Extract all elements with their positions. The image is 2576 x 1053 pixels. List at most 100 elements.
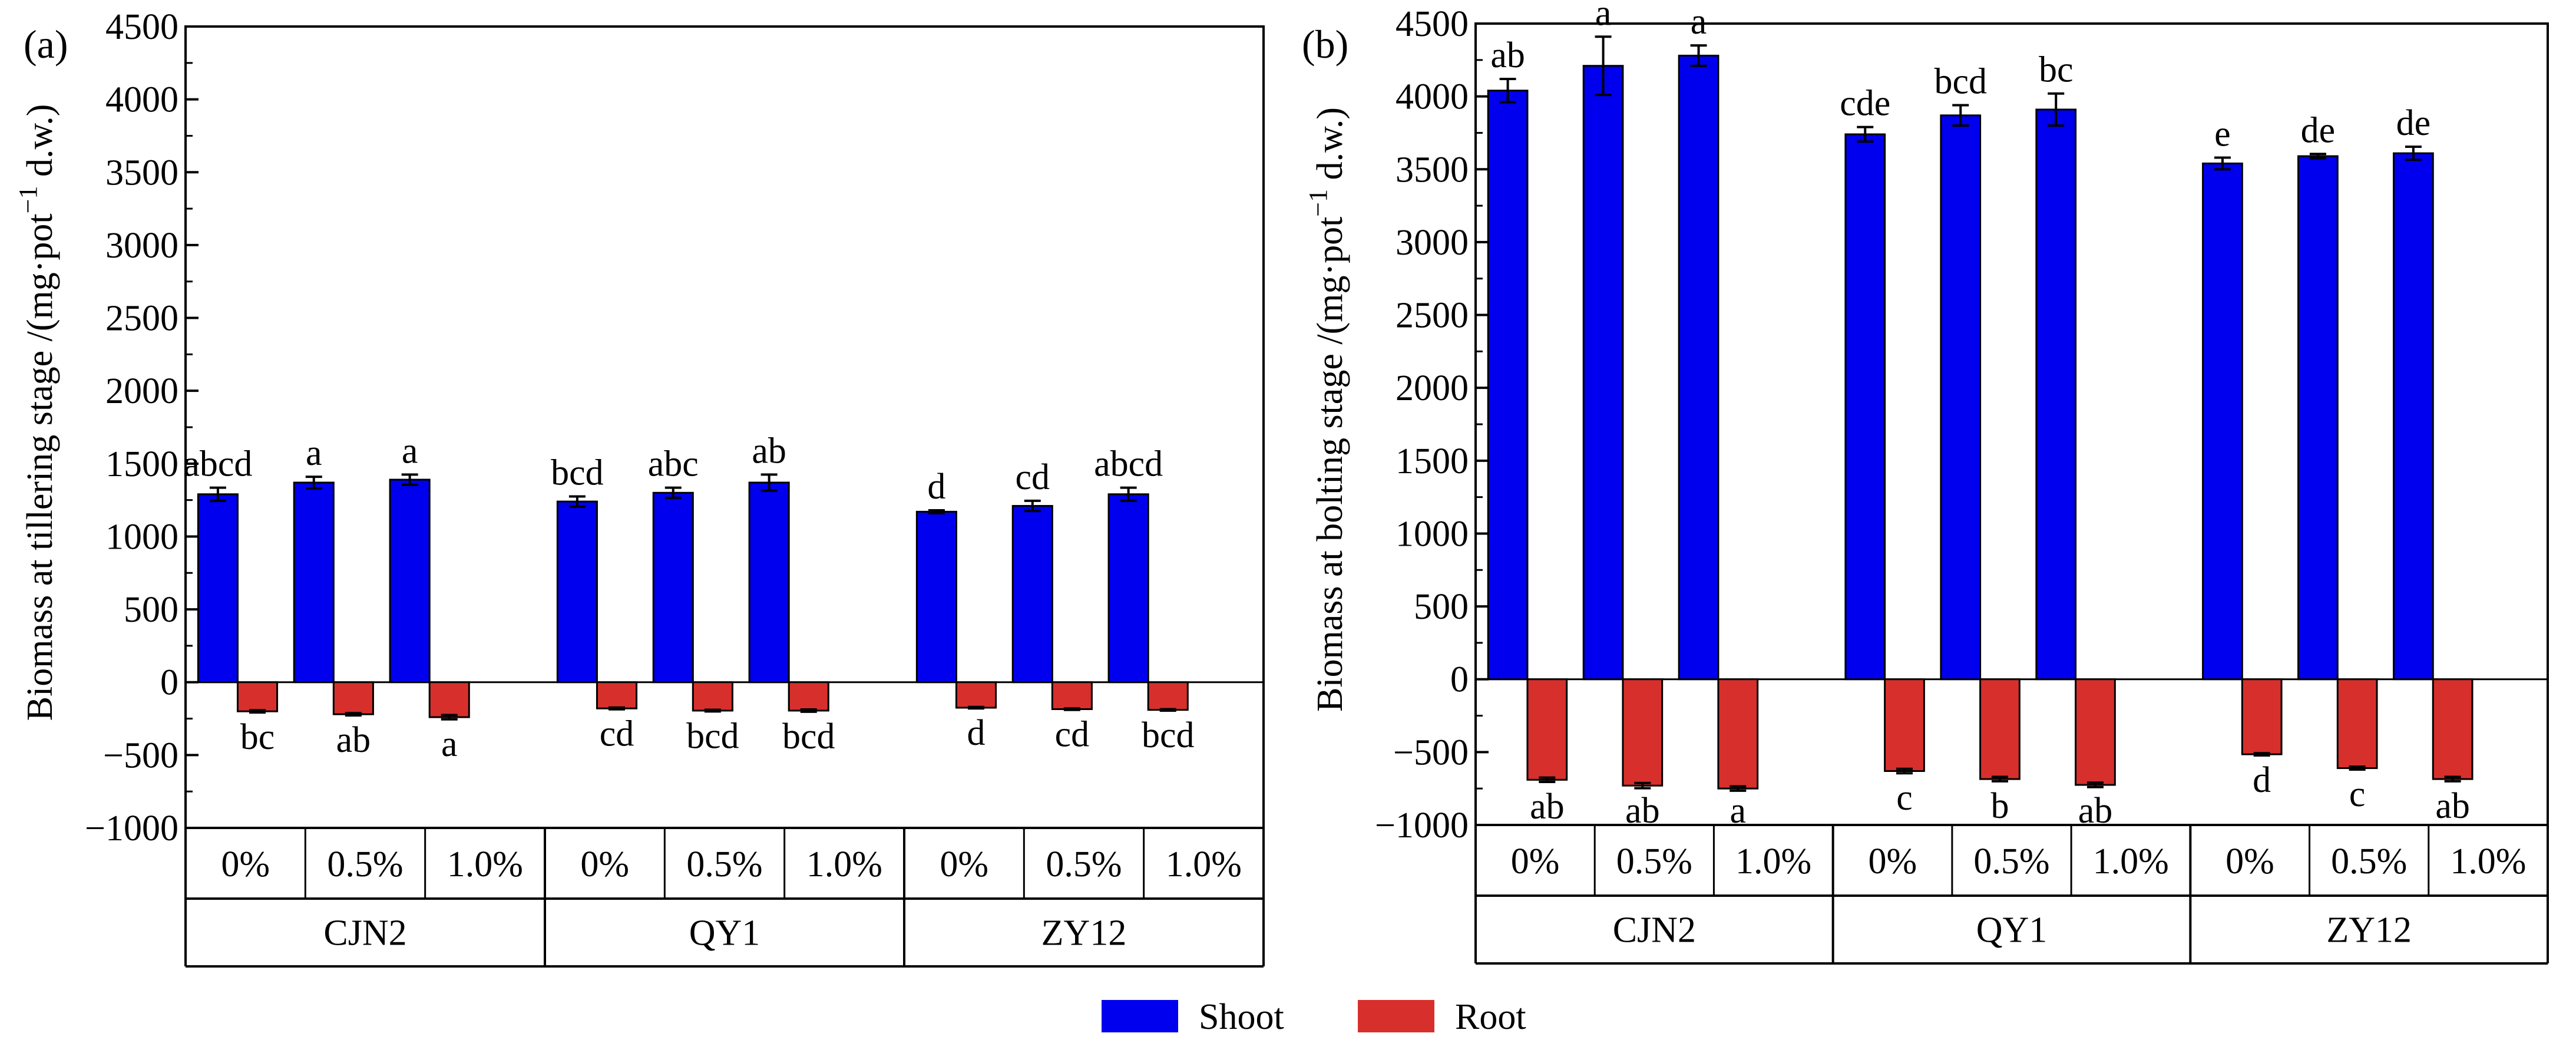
y-axis-title-main: Biomass at bolting stage /(mg·pot <box>1310 217 1350 712</box>
y-tick-label: 4000 <box>1396 77 1469 117</box>
root-significance-letter: b <box>1990 786 2009 826</box>
treatment-label: 0.5% <box>2331 841 2407 882</box>
shoot-significance-letter: a <box>306 433 322 473</box>
panel-label: (a) <box>24 22 68 67</box>
root-significance-letter: c <box>2349 774 2366 814</box>
y-tick-label: 500 <box>124 590 178 630</box>
y-tick-label: 2500 <box>1396 296 1469 336</box>
legend-swatch-root <box>1358 1000 1434 1032</box>
y-axis-title-end: d.w.) <box>20 104 60 186</box>
treatment-label: 1.0% <box>2450 841 2526 882</box>
shoot-significance-letter: abc <box>648 444 699 484</box>
shoot-bar <box>1582 65 1624 681</box>
y-axis-title-superscript: −1 <box>14 186 42 214</box>
y-tick-label: 3000 <box>1396 223 1469 263</box>
treatment-label: 0.5% <box>1973 841 2049 882</box>
shoot-bar <box>2297 155 2339 681</box>
shoot-significance-letter: de <box>2396 103 2431 143</box>
treatment-label: 0% <box>221 844 270 884</box>
root-significance-letter: ab <box>1625 791 1660 831</box>
root-bar <box>692 681 733 712</box>
root-significance-letter: bcd <box>1142 715 1195 755</box>
root-bar <box>1622 678 1664 787</box>
y-axis-title: Biomass at bolting stage /(mg·pot−1 d.w.… <box>1304 107 1350 712</box>
root-bar <box>1979 678 2021 780</box>
shoot-significance-letter: cde <box>1840 84 1890 124</box>
root-significance-letter: bcd <box>686 716 739 756</box>
root-significance-letter: ab <box>2435 786 2470 826</box>
root-bar <box>1717 678 1759 790</box>
treatment-label: 1.0% <box>2093 841 2169 882</box>
shoot-bar <box>1487 90 1529 681</box>
root-significance-letter: bc <box>240 717 275 757</box>
y-axis-title-superscript: −1 <box>1304 189 1332 217</box>
cultivar-label: CJN2 <box>1613 910 1696 950</box>
shoot-bar <box>1107 493 1149 684</box>
shoot-significance-letter: ab <box>1490 35 1525 75</box>
treatment-label: 0% <box>1868 841 1917 882</box>
y-tick-label: 3500 <box>1396 150 1469 190</box>
cultivar-label: CJN2 <box>323 913 406 953</box>
root-significance-letter: cd <box>1055 715 1090 755</box>
cultivar-label: QY1 <box>689 913 760 953</box>
root-bar <box>2075 678 2116 786</box>
shoot-bar <box>2035 108 2077 681</box>
treatment-label: 0% <box>1511 841 1560 882</box>
cultivar-label: QY1 <box>1976 910 2048 950</box>
root-significance-letter: ab <box>1530 787 1565 827</box>
shoot-bar <box>748 481 790 684</box>
y-tick-label: 0 <box>1450 660 1469 700</box>
treatment-label: 0% <box>940 844 988 884</box>
y-tick-label: −500 <box>103 735 178 775</box>
root-significance-letter: a <box>1730 791 1747 831</box>
root-bar <box>236 681 279 712</box>
y-tick-label: 4500 <box>105 7 178 47</box>
y-tick-label: 4500 <box>1396 4 1469 44</box>
shoot-significance-letter: d <box>927 467 945 507</box>
root-bar <box>428 681 470 718</box>
shoot-bar <box>1011 505 1053 684</box>
y-tick-label: 1500 <box>1396 441 1469 481</box>
shoot-significance-letter: e <box>2214 114 2231 154</box>
legend-swatch-shoot <box>1102 1000 1178 1032</box>
panel-b-bolting-chart: (b) −1000 −500 0 500 1000 1500 2000 2500 3000 3500… <box>1302 0 2549 965</box>
shoot-significance-letter: abcd <box>183 444 252 484</box>
treatment-label: 1.0% <box>1166 844 1242 884</box>
shoot-significance-letter: a <box>402 431 418 471</box>
y-axis-title-main: Biomass at tillering stage /(mg·pot <box>20 213 60 721</box>
shoot-significance-letter: bcd <box>1934 61 1987 101</box>
root-bar <box>2336 678 2378 770</box>
root-bar <box>332 681 374 715</box>
treatment-label: 1.0% <box>1735 841 1811 882</box>
root-bar <box>2241 678 2283 755</box>
root-significance-letter: cd <box>600 714 634 754</box>
root-significance-letter: d <box>967 713 986 753</box>
shoot-bar <box>915 510 957 684</box>
shoot-significance-letter: abcd <box>1094 444 1163 484</box>
y-tick-label: −1000 <box>85 808 178 849</box>
root-bar <box>596 681 638 709</box>
root-significance-letter: bcd <box>782 717 835 757</box>
shoot-bar <box>389 478 431 684</box>
shoot-significance-letter: bcd <box>551 453 604 493</box>
y-tick-label: 0 <box>160 663 178 703</box>
y-tick-label: −500 <box>1393 732 1469 773</box>
root-significance-letter: d <box>2253 760 2271 800</box>
root-bar <box>1051 681 1093 710</box>
shoot-bar <box>652 491 694 684</box>
shoot-significance-letter: ab <box>752 431 786 471</box>
shoot-significance-letter: a <box>1691 2 1707 42</box>
y-axis-title-end: d.w.) <box>1310 107 1350 189</box>
panel-label: (b) <box>1302 22 1348 67</box>
y-tick-label: 3500 <box>105 153 178 193</box>
y-tick-label: 4000 <box>105 80 178 120</box>
y-tick-label: 3000 <box>105 226 178 266</box>
treatment-label: 1.0% <box>806 844 882 884</box>
shoot-significance-letter: de <box>2301 110 2336 150</box>
cultivar-label: ZY12 <box>1041 913 1127 953</box>
root-bar <box>1147 681 1189 711</box>
cultivar-label: ZY12 <box>2326 910 2412 950</box>
treatment-label: 0.5% <box>1616 841 1692 882</box>
shoot-bar <box>293 481 335 684</box>
